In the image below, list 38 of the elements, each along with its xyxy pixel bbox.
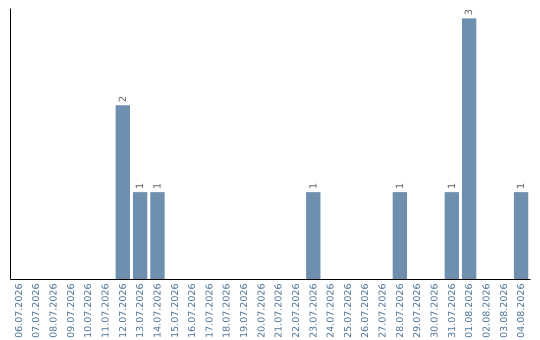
x-tick-label: 29.07.2026 [412, 284, 424, 338]
data-label: 1 [308, 182, 320, 190]
x-tick-label: 11.07.2026 [100, 284, 112, 338]
x-tick-label: 16.07.2026 [187, 284, 198, 338]
x-tick-label: 28.07.2026 [394, 284, 406, 338]
x-tick-label: 13.07.2026 [135, 284, 146, 338]
x-tick-label: 31.07.2026 [446, 284, 458, 338]
x-tick-label: 02.08.2026 [481, 284, 492, 338]
x-tick-label: 26.07.2026 [360, 284, 372, 338]
x-tick-label: 17.07.2026 [204, 284, 216, 338]
x-tick-label: 20.07.2026 [256, 284, 268, 338]
x-tick-label: 27.07.2026 [378, 284, 389, 338]
data-label: 1 [516, 182, 528, 190]
x-tick-label: 07.07.2026 [31, 284, 42, 338]
data-label: 1 [152, 182, 164, 190]
x-tick-label: 21.07.2026 [274, 284, 285, 338]
data-label: 2 [118, 96, 129, 102]
x-tick-label: 22.07.2026 [290, 284, 302, 338]
x-tick-label: 08.07.2026 [48, 284, 60, 338]
x-tick-label: 19.07.2026 [239, 284, 250, 338]
x-tick-label: 12.07.2026 [118, 284, 129, 338]
x-tick-label: 04.08.2026 [516, 284, 528, 338]
x-tick-label: 09.07.2026 [66, 284, 77, 338]
data-label: 1 [135, 182, 146, 190]
x-tick-label: 23.07.2026 [308, 284, 320, 338]
x-tick-label: 14.07.2026 [152, 284, 164, 338]
x-tick-label: 18.07.2026 [222, 284, 233, 338]
data-label: 1 [394, 182, 406, 190]
data-label: 1 [446, 182, 458, 190]
x-tick-label: 06.07.2026 [14, 284, 25, 338]
x-tick-label: 15.07.2026 [170, 284, 181, 338]
x-tick-label: 01.08.2026 [464, 284, 476, 338]
x-tick-label: 25.07.2026 [342, 284, 354, 338]
x-tick-label: 24.07.2026 [326, 284, 337, 338]
x-tick-label: 30.07.2026 [430, 284, 440, 338]
data-label: 3 [464, 9, 476, 16]
x-tick-label: 03.08.2026 [498, 284, 510, 338]
x-tick-label: 10.07.2026 [83, 284, 94, 338]
